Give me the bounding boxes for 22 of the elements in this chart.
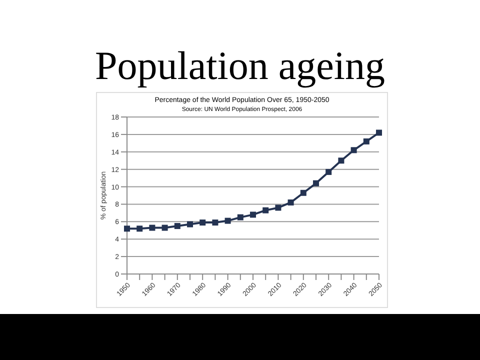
point [288,199,294,206]
point [350,147,357,154]
point [338,158,344,164]
point [224,218,231,224]
point [326,168,332,175]
point [174,223,180,230]
point [275,204,282,211]
point [149,224,156,231]
point [136,226,143,232]
point [187,221,193,228]
point [313,180,319,186]
point [200,220,206,226]
point [300,190,306,196]
point [162,224,168,231]
point [262,207,269,214]
point [250,212,256,218]
point [363,138,370,144]
point [376,130,382,136]
point [237,214,244,220]
chart-title: Population ageing [94,42,386,88]
point [124,226,130,232]
point [212,220,218,226]
